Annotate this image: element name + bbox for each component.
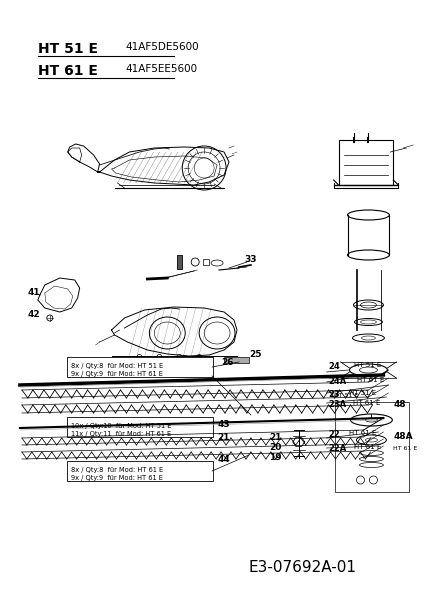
FancyBboxPatch shape — [67, 461, 213, 481]
Text: HT 61 E: HT 61 E — [357, 377, 384, 383]
Text: 22: 22 — [329, 430, 340, 439]
Text: HT 51 E: HT 51 E — [38, 42, 98, 56]
Text: 44: 44 — [217, 455, 230, 464]
Text: HT 61 E: HT 61 E — [354, 444, 381, 450]
Text: 24A: 24A — [329, 377, 347, 386]
Text: E3-07692A-01: E3-07692A-01 — [249, 560, 357, 575]
Bar — [339, 140, 393, 185]
Bar — [177, 255, 182, 269]
Text: 23: 23 — [329, 390, 340, 399]
Text: 43: 43 — [217, 420, 230, 429]
Text: 33: 33 — [244, 255, 257, 264]
Bar — [224, 357, 249, 363]
Text: 10x / Qty:10  für Mod: HT 51 E: 10x / Qty:10 für Mod: HT 51 E — [71, 423, 171, 429]
Text: HT 61 E: HT 61 E — [393, 446, 418, 451]
Text: 8x / Qty:8  für Mod: HT 51 E: 8x / Qty:8 für Mod: HT 51 E — [71, 363, 163, 369]
Text: HT 61 E: HT 61 E — [38, 64, 98, 78]
Text: HT 61 E: HT 61 E — [349, 430, 376, 436]
Text: 41AF5DE5600: 41AF5DE5600 — [126, 42, 199, 52]
Text: 48: 48 — [393, 400, 406, 409]
Text: 19: 19 — [269, 453, 282, 462]
Text: 26: 26 — [221, 358, 234, 367]
Text: 41: 41 — [28, 288, 41, 297]
Text: 9x / Qty:9  für Mod: HT 61 E: 9x / Qty:9 für Mod: HT 61 E — [71, 475, 162, 481]
Text: 8x / Qty:8  für Mod: HT 61 E: 8x / Qty:8 für Mod: HT 61 E — [71, 467, 163, 473]
Text: HT 51 E: HT 51 E — [349, 390, 376, 396]
Text: 22A: 22A — [329, 444, 347, 453]
Text: 48A: 48A — [393, 432, 413, 441]
Text: 21: 21 — [269, 433, 282, 442]
Text: HT 51 E: HT 51 E — [354, 362, 381, 368]
Text: HT 51 E: HT 51 E — [334, 393, 358, 398]
Text: 41AF5EE5600: 41AF5EE5600 — [126, 64, 198, 74]
FancyBboxPatch shape — [67, 357, 213, 377]
Text: 9x / Qty:9  für Mod: HT 61 E: 9x / Qty:9 für Mod: HT 61 E — [71, 371, 162, 377]
Text: 21: 21 — [217, 433, 229, 442]
Text: 24: 24 — [329, 362, 340, 371]
Text: 11x / Qty:11  für Mod: HT 61 E: 11x / Qty:11 für Mod: HT 61 E — [71, 431, 171, 437]
Text: 20: 20 — [269, 443, 281, 452]
Text: 23A: 23A — [329, 400, 347, 409]
FancyBboxPatch shape — [67, 417, 213, 437]
Text: 25: 25 — [249, 350, 262, 359]
Text: 42: 42 — [28, 310, 41, 319]
Text: HT 61 E: HT 61 E — [352, 400, 380, 406]
Bar — [203, 259, 209, 265]
Bar — [335, 402, 409, 492]
